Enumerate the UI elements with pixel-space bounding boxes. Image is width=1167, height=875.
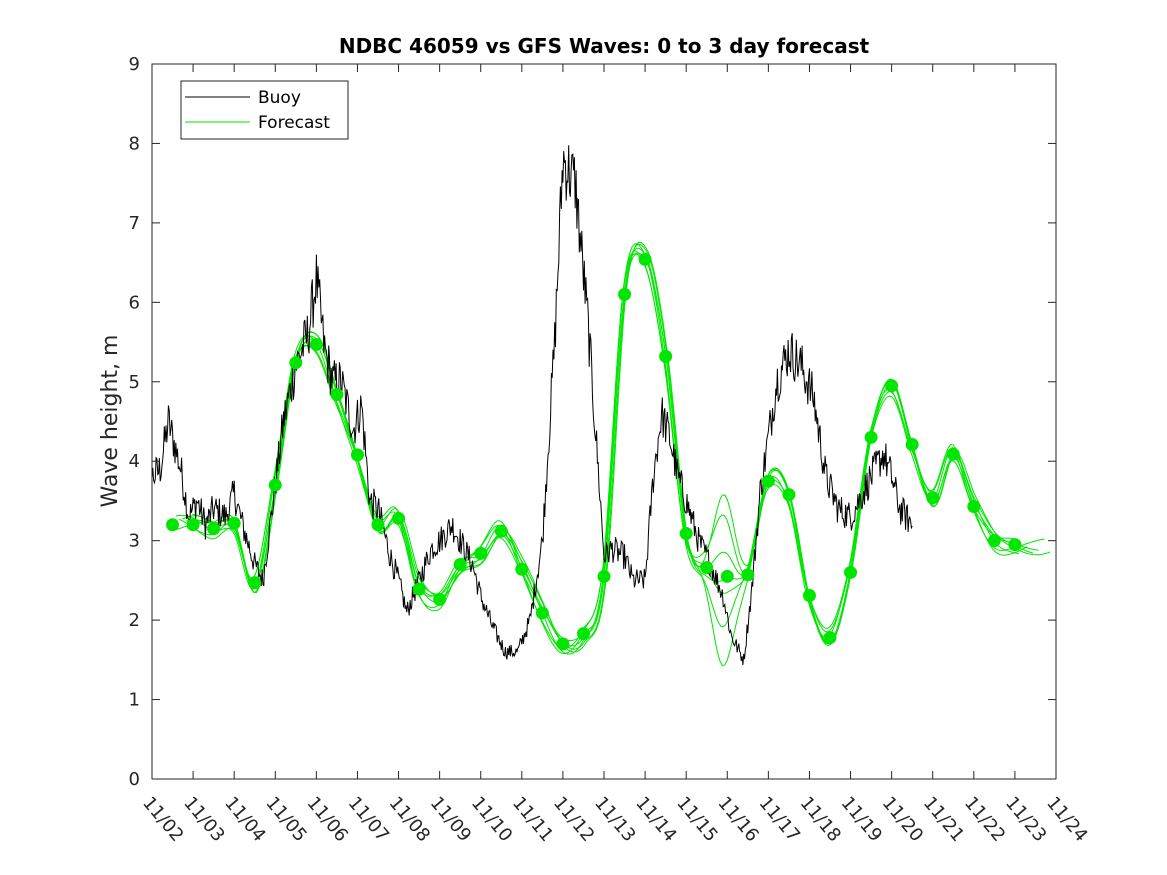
- y-tick-label-8: 8: [129, 133, 140, 154]
- forecast-point-32: [823, 631, 837, 645]
- forecast-point-25: [679, 527, 693, 541]
- forecast-point-38: [946, 447, 960, 461]
- forecast-point-2: [207, 522, 221, 536]
- forecast-point-3: [227, 516, 241, 530]
- x-tick-label-16: 11/18: [796, 793, 845, 846]
- forecast-point-15: [474, 546, 488, 560]
- forecast-point-17: [515, 562, 529, 576]
- forecast-point-39: [967, 500, 981, 514]
- forecast-point-11: [392, 511, 406, 525]
- x-tick-label-6: 11/08: [385, 793, 434, 846]
- forecast-point-9: [350, 448, 364, 462]
- y-tick-label-4: 4: [129, 451, 140, 472]
- y-tick-label-1: 1: [129, 690, 140, 711]
- forecast-point-26: [700, 561, 714, 575]
- forecast-point-36: [905, 438, 919, 452]
- x-tick-label-15: 11/17: [755, 793, 804, 846]
- x-tick-label-19: 11/21: [919, 793, 968, 846]
- y-tick-label-9: 9: [129, 54, 140, 75]
- forecast-point-6: [289, 356, 303, 370]
- forecast-point-33: [844, 565, 858, 579]
- forecast-point-16: [494, 524, 508, 538]
- x-tick-label-12: 11/14: [631, 793, 680, 846]
- forecast-point-4: [248, 576, 262, 590]
- forecast-point-34: [864, 430, 878, 444]
- buoy-line: [151, 145, 913, 666]
- plot-content: [151, 145, 1051, 667]
- forecast-point-20: [576, 627, 590, 641]
- x-tick-label-0: 11/02: [138, 793, 187, 846]
- x-tick-label-3: 11/05: [261, 793, 310, 846]
- x-tick-label-17: 11/19: [837, 793, 886, 846]
- y-tick-label-2: 2: [129, 610, 140, 631]
- forecast-point-10: [371, 518, 385, 532]
- y-tick-label-7: 7: [129, 213, 140, 234]
- forecast-point-27: [720, 569, 734, 583]
- plot-area: [152, 64, 1056, 779]
- x-tick-label-13: 11/15: [672, 793, 721, 846]
- x-tick-label-20: 11/22: [960, 793, 1009, 846]
- forecast-point-14: [453, 558, 467, 571]
- x-tick-label-4: 11/06: [303, 793, 352, 846]
- forecast-point-18: [535, 606, 549, 620]
- x-tick-label-2: 11/04: [220, 793, 269, 846]
- legend-box: [180, 80, 349, 140]
- legend: Buoy Forecast: [180, 80, 349, 140]
- forecast-point-37: [926, 491, 940, 505]
- x-tick-label-22: 11/24: [1042, 793, 1091, 846]
- forecast-point-8: [330, 387, 344, 401]
- y-tick-label-6: 6: [129, 292, 140, 313]
- x-tick-label-11: 11/13: [590, 793, 639, 846]
- forecast-point-19: [556, 637, 570, 651]
- legend-buoy-label: Buoy: [258, 88, 301, 108]
- forecast-point-41: [1008, 538, 1022, 552]
- chart-title: NDBC 46059 vs GFS Waves: 0 to 3 day fore…: [339, 34, 870, 58]
- y-axis-label: Wave height, m: [98, 335, 123, 508]
- forecast-point-5: [268, 478, 282, 492]
- forecast-point-31: [802, 588, 816, 602]
- x-tick-label-10: 11/12: [549, 793, 598, 846]
- forecast-point-1: [186, 518, 200, 532]
- forecast-point-40: [987, 534, 1001, 548]
- x-tick-label-21: 11/23: [1001, 793, 1050, 846]
- forecast-point-35: [885, 379, 899, 393]
- forecast-point-13: [433, 592, 447, 606]
- y-tick-label-3: 3: [129, 531, 140, 552]
- forecast-point-0: [166, 518, 180, 532]
- forecast-point-24: [659, 349, 673, 363]
- forecast-point-29: [761, 474, 775, 488]
- x-tick-label-9: 11/11: [508, 793, 557, 846]
- forecast-point-28: [741, 568, 755, 582]
- legend-forecast-label: Forecast: [258, 113, 330, 133]
- x-tick-label-5: 11/07: [344, 793, 393, 846]
- x-tick-label-7: 11/09: [426, 793, 475, 846]
- forecast-point-23: [638, 252, 652, 266]
- forecast-point-12: [412, 582, 426, 596]
- forecast-point-21: [597, 569, 611, 583]
- forecast-point-7: [309, 337, 323, 351]
- y-tick-label-5: 5: [129, 372, 140, 393]
- x-tick-label-14: 11/16: [713, 793, 762, 846]
- forecast-line-6: [192, 241, 1051, 653]
- x-tick-label-1: 11/03: [179, 793, 228, 846]
- y-tick-label-0: 0: [129, 769, 140, 790]
- forecast-point-30: [782, 488, 796, 502]
- forecast-point-22: [618, 287, 632, 301]
- x-tick-label-8: 11/10: [467, 793, 516, 846]
- x-tick-label-18: 11/20: [878, 793, 927, 846]
